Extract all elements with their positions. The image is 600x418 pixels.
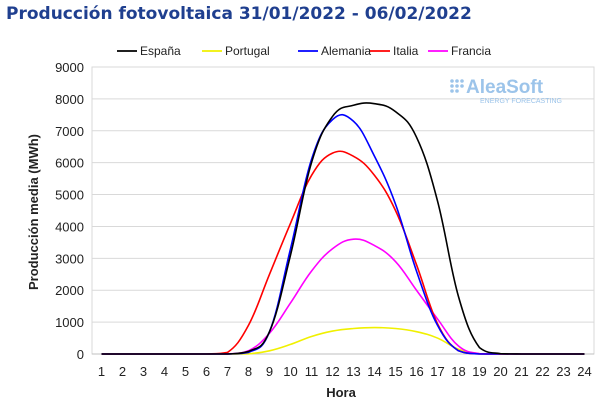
watermark-sub-text: ENERGY FORECASTING — [480, 98, 562, 105]
series-line-portugal — [101, 326, 585, 355]
legend-label-francia: Francia — [451, 44, 491, 58]
y-tick-label: 9000 — [55, 60, 84, 75]
series-line-alemania — [101, 113, 585, 355]
x-tick-label: 12 — [325, 364, 339, 379]
x-tick-label: 22 — [535, 364, 549, 379]
x-tick-label: 19 — [472, 364, 486, 379]
series-line-francia — [101, 238, 585, 355]
y-tick-label: 3000 — [55, 251, 84, 266]
y-tick-label: 0 — [77, 347, 84, 362]
y-tick-label: 4000 — [55, 219, 84, 234]
legend: España Portugal Alemania Italia Francia — [117, 44, 491, 58]
x-tick-label: 9 — [266, 364, 273, 379]
x-tick-label: 16 — [409, 364, 423, 379]
y-tick-label: 2000 — [55, 283, 84, 298]
x-axis-ticks: 1 2 3 4 5 6 7 8 9 10 11 12 13 14 15 16 17 18 19 20 21 22 23 24 — [98, 364, 592, 379]
x-tick-label: 3 — [140, 364, 147, 379]
series-line-italia — [101, 150, 585, 355]
x-tick-label: 11 — [305, 364, 319, 379]
y-axis-ticks: 0 1000 2000 3000 4000 5000 6000 7000 8000 9000 — [55, 60, 84, 362]
series-lines — [101, 102, 585, 355]
plot-border — [91, 66, 595, 355]
y-tick-label: 8000 — [55, 92, 84, 107]
series-line-espana — [101, 102, 585, 355]
x-tick-label: 20 — [493, 364, 507, 379]
plot-area — [91, 66, 595, 355]
x-tick-label: 1 — [98, 364, 105, 379]
y-axis-label: Producción media (MWh) — [26, 134, 41, 290]
y-tick-label: 5000 — [55, 188, 84, 203]
watermark-main-text: AleaSoft — [466, 77, 544, 98]
x-tick-label: 15 — [388, 364, 402, 379]
legend-label-alemania: Alemania — [321, 44, 371, 58]
x-tick-label: 2 — [119, 364, 126, 379]
aleasoft-watermark: AleaSoft ENERGY FORECASTING — [450, 77, 562, 105]
x-tick-label: 7 — [224, 364, 231, 379]
x-tick-label: 24 — [577, 364, 591, 379]
x-tick-label: 13 — [346, 364, 360, 379]
x-tick-label: 6 — [203, 364, 210, 379]
legend-label-espana: España — [140, 44, 181, 58]
x-tick-label: 23 — [556, 364, 570, 379]
x-tick-label: 5 — [182, 364, 189, 379]
legend-label-italia: Italia — [393, 44, 419, 58]
y-tick-label: 1000 — [55, 315, 84, 330]
x-tick-label: 14 — [367, 364, 381, 379]
grid-lines — [92, 66, 594, 355]
y-tick-label: 6000 — [55, 156, 84, 171]
x-tick-label: 18 — [451, 364, 465, 379]
x-axis-label: Hora — [326, 385, 356, 400]
x-tick-label: 21 — [514, 364, 528, 379]
x-tick-label: 17 — [430, 364, 444, 379]
x-tick-label: 10 — [283, 364, 297, 379]
x-tick-label: 4 — [161, 364, 168, 379]
legend-label-portugal: Portugal — [225, 44, 270, 58]
chart-title: Producción fotovoltaica 31/01/2022 - 06/… — [6, 4, 472, 24]
y-tick-label: 7000 — [55, 124, 84, 139]
x-tick-label: 8 — [245, 364, 252, 379]
